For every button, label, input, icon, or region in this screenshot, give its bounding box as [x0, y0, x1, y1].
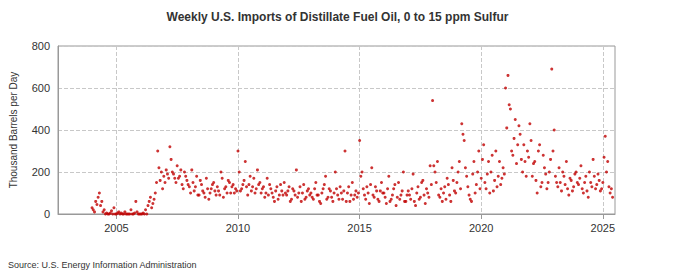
svg-text:2025: 2025 [591, 222, 615, 234]
svg-text:Weekly U.S. Imports of Distill: Weekly U.S. Imports of Distillate Fuel O… [167, 10, 509, 24]
svg-text:2010: 2010 [226, 222, 250, 234]
svg-text:2020: 2020 [469, 222, 493, 234]
svg-text:Source: U.S. Energy Informatio: Source: U.S. Energy Information Administ… [8, 260, 197, 270]
svg-text:2005: 2005 [104, 222, 128, 234]
svg-text:Thousand Barrels per Day: Thousand Barrels per Day [8, 72, 19, 189]
svg-text:600: 600 [32, 82, 50, 94]
svg-text:800: 800 [32, 40, 50, 52]
svg-text:0: 0 [44, 208, 50, 220]
svg-text:2015: 2015 [347, 222, 371, 234]
svg-text:200: 200 [32, 166, 50, 178]
svg-text:400: 400 [32, 124, 50, 136]
